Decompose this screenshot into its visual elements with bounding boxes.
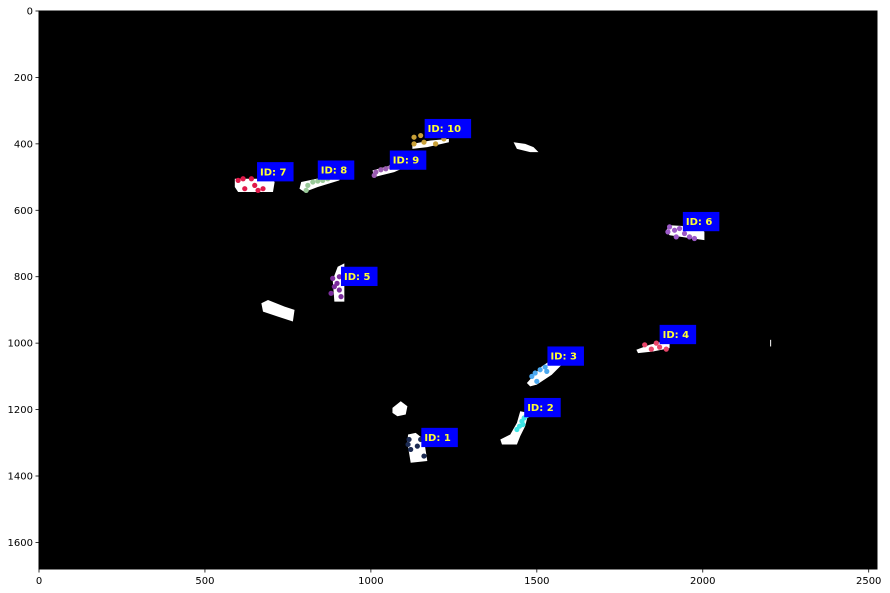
y-tick-label: 600: [14, 206, 33, 217]
id-label-box: [524, 397, 561, 418]
keypoint-dot: [248, 176, 255, 182]
y-tick-label: 400: [14, 139, 33, 150]
keypoint-dot: [421, 453, 427, 459]
keypoint-dot: [537, 367, 543, 373]
keypoint-dot: [663, 346, 669, 352]
keypoint-dot: [414, 443, 420, 449]
id-label-text: ID: 1: [424, 433, 451, 444]
id-label-box: [257, 162, 294, 182]
plot-area: [39, 11, 877, 569]
x-tick-label: 2000: [690, 576, 715, 587]
y-axis: 0 200 400 600 800 1000 1200 1400 1600: [8, 7, 39, 549]
keypoint-dot: [657, 344, 663, 350]
keypoint-dot: [338, 294, 344, 300]
keypoint-dot: [240, 176, 246, 182]
mask-blob: [770, 339, 772, 347]
x-tick-label: 1000: [358, 576, 383, 587]
id-label-box: [421, 427, 458, 448]
id-label-text: ID: 2: [527, 403, 554, 414]
id-label-box: [317, 160, 355, 180]
keypoint-dot: [336, 287, 342, 293]
id-label-text: ID: 4: [663, 330, 690, 341]
plot-frame: [38, 10, 878, 570]
keypoint-dot: [520, 421, 526, 428]
id-label-text: ID: 10: [428, 124, 461, 135]
keypoint-dot: [681, 230, 688, 237]
mask-blob: [261, 299, 295, 322]
id-label-box: [547, 346, 584, 366]
id-label-box: [389, 150, 427, 170]
keypoint-dot: [665, 229, 671, 235]
keypoint-dot: [328, 290, 334, 296]
id-label-box: [424, 118, 472, 139]
keypoint-dot: [330, 275, 336, 281]
keypoint-dot: [336, 274, 342, 280]
keypoint-dot: [666, 224, 673, 230]
keypoint-dot: [642, 342, 648, 348]
keypoint-dot: [529, 373, 535, 379]
id-label-text: ID: 3: [550, 352, 577, 363]
y-tick-label: 200: [14, 73, 33, 84]
keypoint-dot: [686, 234, 693, 240]
y-tick-label: 1600: [8, 538, 33, 549]
id-label-text: ID: 8: [321, 166, 348, 177]
keypoint-dot: [673, 234, 679, 240]
x-tick-label: 1500: [524, 576, 549, 587]
keypoint-dot: [255, 187, 261, 193]
keypoint-dot: [383, 166, 389, 172]
id-labels: ID: 1 ID: 2 ID: 3 ID: 4 ID: 5 ID: 6 ID: 7 ID: 8…: [257, 118, 720, 448]
mask-blob: [513, 142, 539, 153]
keypoint-dot: [648, 346, 654, 352]
y-tick-label: 1400: [8, 472, 33, 483]
keypoint-dot: [671, 227, 678, 233]
id-label-text: ID: 9: [393, 156, 420, 167]
keypoint-dot: [406, 436, 412, 443]
keypoint-dot: [411, 134, 417, 140]
keypoint-dot: [532, 370, 538, 376]
id-label-text: ID: 7: [260, 167, 287, 178]
keypoint-dot: [534, 378, 540, 384]
id-label-box: [341, 266, 378, 287]
keypoint-dot: [334, 280, 340, 286]
keypoint-dot: [305, 182, 311, 188]
id-label-box: [682, 211, 720, 232]
keypoint-dot: [235, 177, 241, 183]
keypoint-dot: [405, 441, 411, 448]
keypoint-dot: [542, 364, 548, 370]
keypoint-dot: [544, 368, 550, 374]
x-axis: 0 500 1000 1500 2000 2500: [36, 569, 881, 587]
keypoint-dot: [411, 141, 417, 147]
keypoint-dot: [310, 179, 316, 185]
id-label-box: [659, 324, 697, 345]
y-tick-label: 0: [27, 7, 33, 18]
keypoint-dot: [371, 172, 377, 179]
keypoint-dot: [653, 340, 659, 346]
x-tick-label: 0: [36, 576, 42, 587]
mask-blob: [392, 401, 408, 417]
x-tick-label: 500: [195, 576, 214, 587]
keypoint-dot: [378, 167, 384, 173]
keypoint-dot: [252, 182, 258, 188]
keypoint-dot: [676, 225, 683, 232]
x-tick-label: 2500: [856, 576, 881, 587]
keypoint-dot: [421, 139, 427, 145]
y-tick-label: 1200: [8, 405, 33, 416]
mask-blob: [412, 138, 449, 149]
keypoint-dot: [408, 446, 414, 453]
y-tick-label: 1000: [8, 339, 33, 350]
keypoint-dot: [242, 186, 248, 192]
id-label-text: ID: 5: [344, 272, 371, 283]
keypoint-dot: [260, 186, 266, 192]
keypoint-dot: [432, 141, 439, 147]
id-label-text: ID: 6: [686, 217, 713, 228]
y-tick-label: 800: [14, 272, 33, 283]
keypoint-dot: [315, 178, 321, 184]
keypoint-dot: [303, 187, 309, 193]
keypoint-dot: [418, 132, 424, 139]
keypoint-dot: [691, 235, 698, 242]
